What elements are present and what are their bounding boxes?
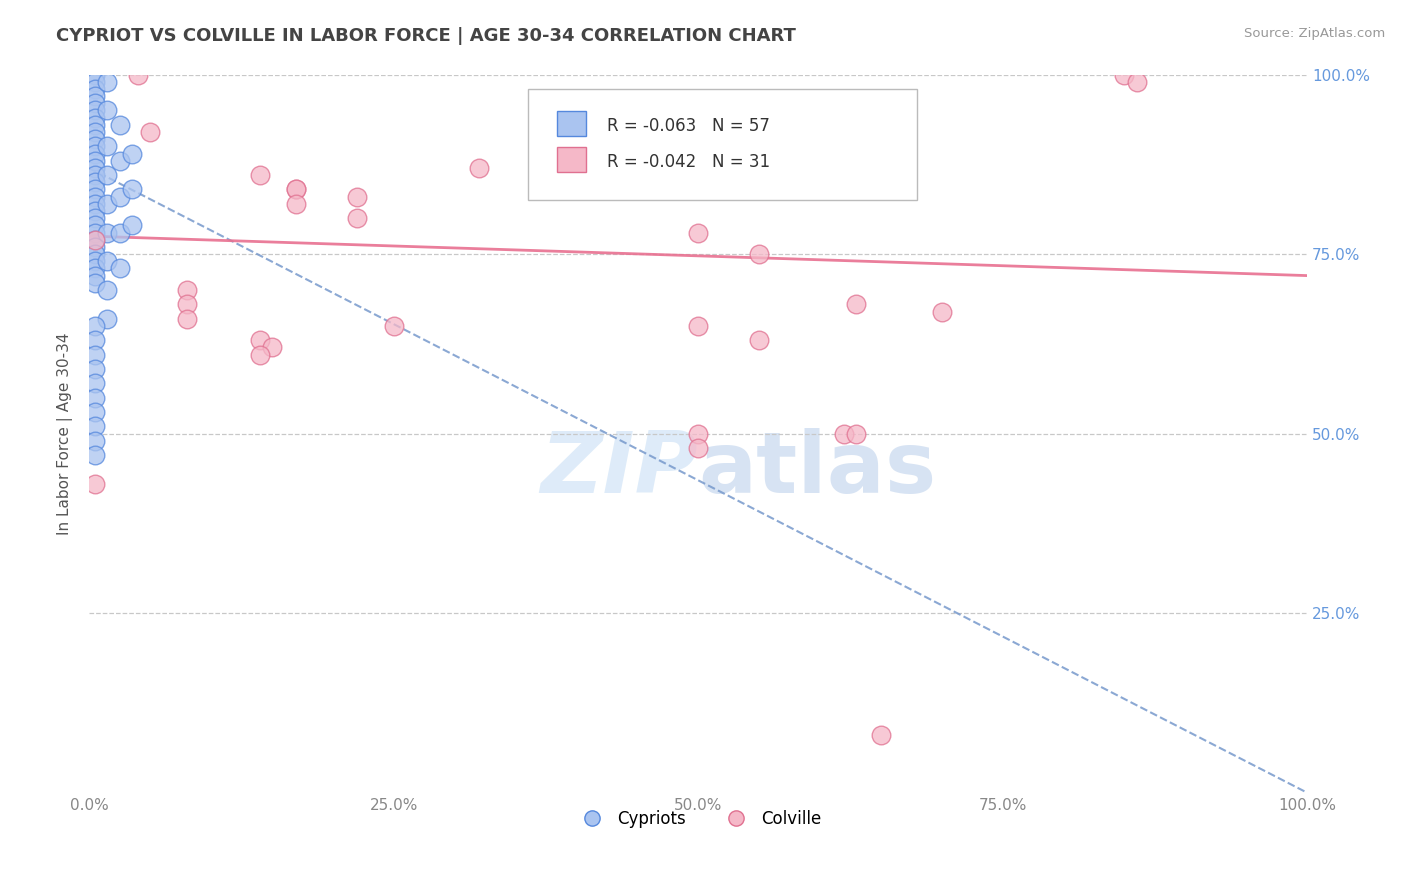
Point: [139, 125, 162, 139]
Point: [84, 434, 107, 448]
Point: [108, 226, 131, 240]
Point: [96, 311, 118, 326]
Point: [285, 182, 308, 196]
Point: [96, 139, 118, 153]
Point: [96, 226, 118, 240]
Text: Source: ZipAtlas.com: Source: ZipAtlas.com: [1244, 27, 1385, 40]
Point: [84, 103, 107, 118]
Text: R = -0.042   N = 31: R = -0.042 N = 31: [607, 153, 770, 171]
Point: [84, 153, 107, 168]
Point: [688, 318, 710, 333]
Point: [108, 189, 131, 203]
Point: [96, 103, 118, 118]
FancyBboxPatch shape: [557, 147, 586, 172]
Point: [84, 75, 107, 89]
Point: [1114, 68, 1136, 82]
Point: [84, 391, 107, 405]
Point: [121, 182, 143, 196]
Point: [84, 419, 107, 434]
Point: [108, 261, 131, 276]
Point: [84, 405, 107, 419]
Point: [84, 240, 107, 254]
Point: [84, 448, 107, 462]
Point: [84, 182, 107, 196]
Point: [84, 376, 107, 391]
Point: [84, 196, 107, 211]
Point: [84, 261, 107, 276]
Point: [84, 125, 107, 139]
Point: [688, 226, 710, 240]
Point: [176, 297, 198, 311]
Text: ZIP: ZIP: [540, 428, 699, 511]
Point: [84, 476, 107, 491]
Point: [84, 118, 107, 132]
Point: [84, 161, 107, 175]
Point: [84, 111, 107, 125]
Point: [84, 233, 107, 247]
Point: [96, 196, 118, 211]
Text: atlas: atlas: [699, 428, 936, 511]
Point: [84, 175, 107, 189]
Point: [84, 82, 107, 96]
Point: [688, 441, 710, 455]
Point: [84, 132, 107, 146]
Point: [84, 333, 107, 347]
Point: [84, 268, 107, 283]
Point: [84, 146, 107, 161]
Point: [382, 318, 405, 333]
Point: [84, 226, 107, 240]
Point: [176, 311, 198, 326]
Point: [285, 182, 308, 196]
Point: [748, 333, 770, 347]
Point: [84, 318, 107, 333]
Point: [84, 89, 107, 103]
Point: [84, 219, 107, 233]
Point: [688, 426, 710, 441]
Point: [84, 247, 107, 261]
Point: [84, 139, 107, 153]
Point: [96, 283, 118, 297]
Point: [869, 728, 891, 742]
Y-axis label: In Labor Force | Age 30-34: In Labor Force | Age 30-34: [58, 333, 73, 535]
Point: [249, 348, 271, 362]
Point: [84, 348, 107, 362]
Point: [121, 219, 143, 233]
Point: [84, 276, 107, 290]
Point: [96, 75, 118, 89]
Point: [84, 68, 107, 82]
Point: [96, 254, 118, 268]
Point: [346, 189, 368, 203]
Point: [96, 168, 118, 182]
Point: [1125, 75, 1147, 89]
Point: [84, 211, 107, 226]
Point: [84, 96, 107, 111]
Point: [84, 168, 107, 182]
Point: [260, 340, 283, 354]
Point: [346, 211, 368, 226]
FancyBboxPatch shape: [557, 112, 586, 136]
FancyBboxPatch shape: [527, 89, 917, 200]
Point: [931, 304, 953, 318]
Point: [127, 68, 149, 82]
Point: [84, 254, 107, 268]
Legend: Cypriots, Colville: Cypriots, Colville: [568, 804, 828, 835]
Point: [176, 283, 198, 297]
Point: [84, 362, 107, 376]
Point: [84, 204, 107, 219]
Point: [468, 161, 491, 175]
Point: [108, 153, 131, 168]
Point: [84, 189, 107, 203]
Point: [249, 168, 271, 182]
Text: CYPRIOT VS COLVILLE IN LABOR FORCE | AGE 30-34 CORRELATION CHART: CYPRIOT VS COLVILLE IN LABOR FORCE | AGE…: [56, 27, 796, 45]
Text: R = -0.063   N = 57: R = -0.063 N = 57: [607, 117, 769, 136]
Point: [748, 247, 770, 261]
Point: [845, 426, 868, 441]
Point: [845, 297, 868, 311]
Point: [285, 196, 308, 211]
Point: [84, 233, 107, 247]
Point: [249, 333, 271, 347]
Point: [832, 426, 855, 441]
Point: [108, 118, 131, 132]
Point: [121, 146, 143, 161]
